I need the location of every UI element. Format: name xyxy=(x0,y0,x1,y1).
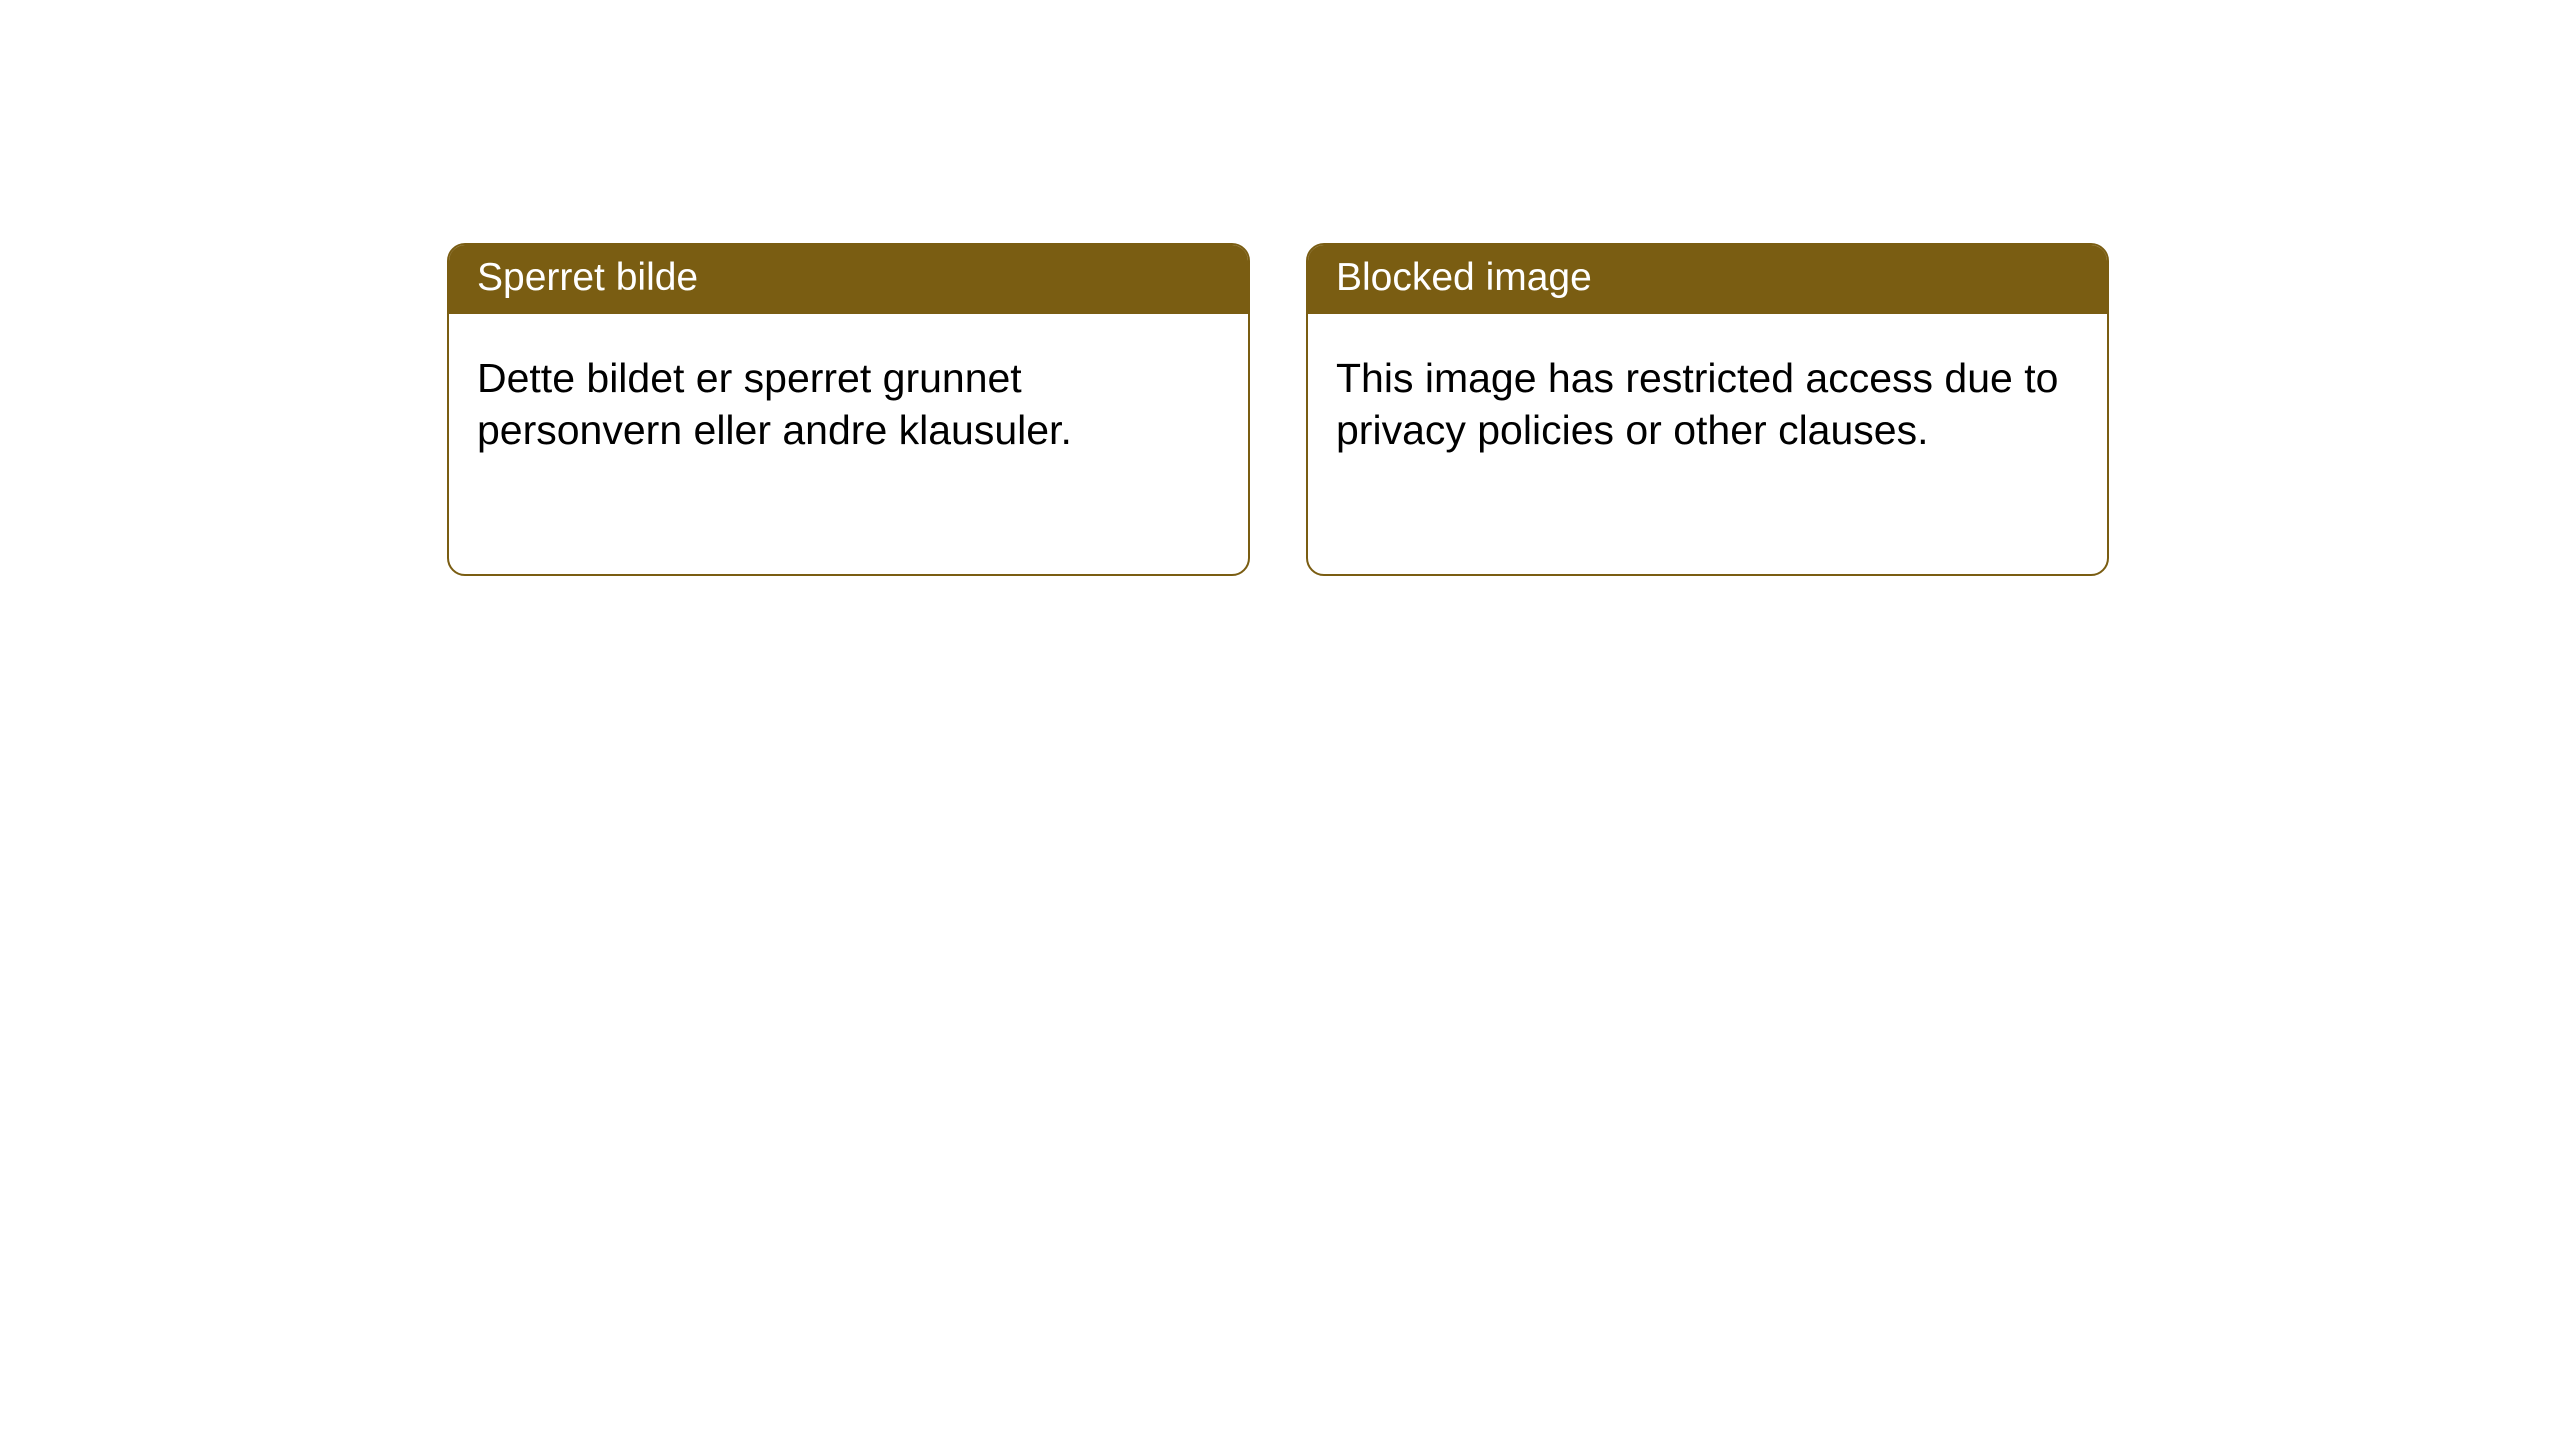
card-title: Sperret bilde xyxy=(477,256,698,299)
card-body-text: This image has restricted access due to … xyxy=(1336,355,2058,453)
card-body-text: Dette bildet er sperret grunnet personve… xyxy=(477,355,1072,453)
card-title: Blocked image xyxy=(1336,256,1592,299)
card-header: Sperret bilde xyxy=(449,245,1248,314)
notice-card-norwegian: Sperret bilde Dette bildet er sperret gr… xyxy=(447,243,1250,576)
card-body: This image has restricted access due to … xyxy=(1308,314,2107,485)
notice-card-english: Blocked image This image has restricted … xyxy=(1306,243,2109,576)
notice-container: Sperret bilde Dette bildet er sperret gr… xyxy=(0,0,2560,576)
card-header: Blocked image xyxy=(1308,245,2107,314)
card-body: Dette bildet er sperret grunnet personve… xyxy=(449,314,1248,485)
